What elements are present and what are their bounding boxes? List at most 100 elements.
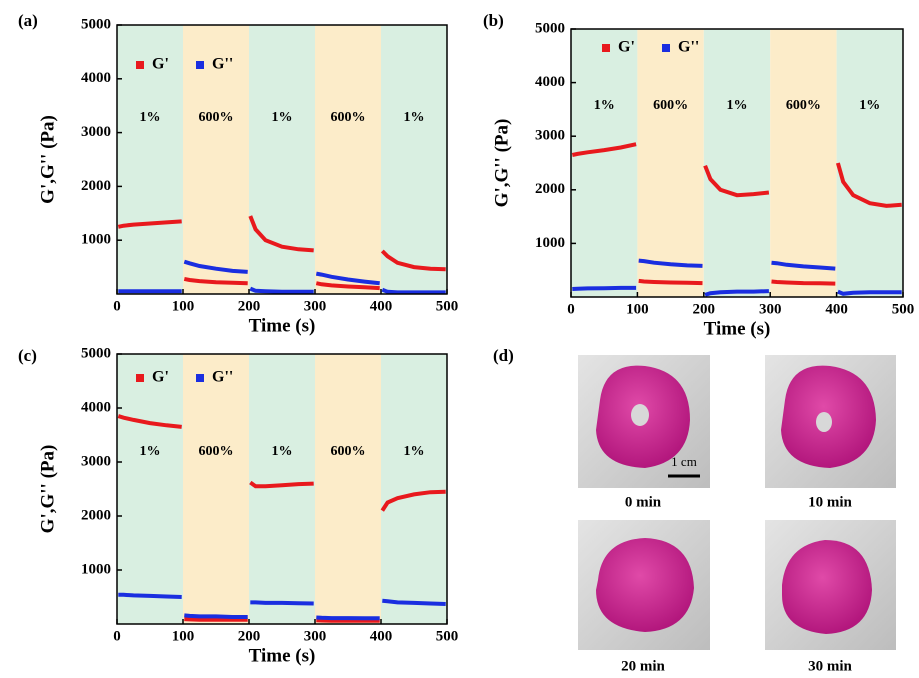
legend-label: G' bbox=[618, 39, 635, 56]
region bbox=[381, 354, 447, 624]
plot-frame bbox=[570, 28, 904, 298]
legend-marker bbox=[662, 44, 670, 52]
region-label: 1% bbox=[727, 98, 748, 113]
chart: 1% 600% 1% 600% 1% G' G'' 0 100 200 300 400 500 1000 2… bbox=[18, 345, 458, 666]
caption: 10 min bbox=[808, 494, 852, 510]
y-tick-label: 3000 bbox=[81, 124, 111, 140]
series-line bbox=[571, 142, 902, 286]
x-axis-label: Time (s) bbox=[249, 645, 316, 666]
region bbox=[249, 354, 315, 624]
caption: 20 min bbox=[621, 658, 665, 674]
region-label: 1% bbox=[404, 110, 425, 125]
region bbox=[836, 29, 903, 297]
x-tick-label: 500 bbox=[892, 301, 915, 317]
x-tick-label: 200 bbox=[238, 628, 261, 644]
gel-hole bbox=[631, 404, 649, 426]
legend-label: G'' bbox=[212, 56, 233, 73]
x-tick-label: 300 bbox=[304, 298, 327, 314]
gel bbox=[596, 538, 694, 632]
legend-label: G'' bbox=[678, 39, 699, 56]
region bbox=[703, 29, 771, 297]
region-label: 1% bbox=[404, 444, 425, 459]
scale-bar-label: 1 cm bbox=[671, 454, 697, 469]
panel-label: (d) bbox=[493, 346, 514, 365]
panel-d: (d) 1 cm 0 min 10 min 20 min 30 min bbox=[493, 346, 896, 674]
y-tick-label: 1000 bbox=[81, 561, 111, 577]
series-line bbox=[117, 215, 446, 291]
region bbox=[637, 29, 704, 297]
region-label: 1% bbox=[859, 98, 880, 113]
plot-frame bbox=[116, 24, 448, 295]
y-tick-label: 5000 bbox=[81, 16, 111, 32]
series-line bbox=[572, 258, 902, 297]
gel bbox=[782, 540, 872, 634]
x-axis-label: Time (s) bbox=[249, 315, 316, 336]
region-label: 600% bbox=[199, 110, 234, 125]
region bbox=[249, 25, 315, 294]
x-tick-label: 500 bbox=[436, 628, 459, 644]
legend-marker bbox=[136, 61, 144, 69]
region bbox=[315, 354, 381, 624]
y-tick-label: 1000 bbox=[81, 232, 111, 248]
legend-marker bbox=[136, 374, 144, 382]
y-tick-label: 5000 bbox=[81, 345, 111, 361]
plot-frame bbox=[116, 353, 448, 625]
legend-label: G' bbox=[152, 56, 169, 73]
series-line bbox=[118, 259, 446, 295]
y-tick-label: 4000 bbox=[535, 74, 565, 90]
x-tick-label: 200 bbox=[693, 301, 716, 317]
panel-label: (c) bbox=[18, 346, 37, 365]
y-tick-label: 2000 bbox=[81, 178, 111, 194]
y-tick-label: 1000 bbox=[535, 235, 565, 251]
region-label: 600% bbox=[199, 444, 234, 459]
y-tick-label: 4000 bbox=[81, 70, 111, 86]
x-tick-label: 0 bbox=[113, 628, 121, 644]
legend-label: G' bbox=[152, 369, 169, 386]
legend-marker bbox=[196, 61, 204, 69]
panel-label: (a) bbox=[18, 11, 38, 30]
gel-hole bbox=[816, 412, 832, 432]
caption: 0 min bbox=[625, 494, 662, 510]
x-tick-label: 400 bbox=[825, 301, 848, 317]
x-tick-label: 500 bbox=[436, 298, 459, 314]
region-label: 1% bbox=[272, 110, 293, 125]
region bbox=[117, 25, 183, 294]
region-label: 600% bbox=[653, 98, 688, 113]
region bbox=[315, 25, 381, 294]
x-tick-label: 400 bbox=[370, 628, 393, 644]
y-tick-label: 4000 bbox=[81, 399, 111, 415]
region bbox=[183, 354, 249, 624]
x-tick-label: 100 bbox=[626, 301, 649, 317]
y-tick-label: 2000 bbox=[81, 507, 111, 523]
region bbox=[183, 25, 249, 294]
region-label: 1% bbox=[272, 444, 293, 459]
series-line bbox=[117, 414, 446, 623]
x-tick-label: 100 bbox=[172, 298, 195, 314]
chart: 1% 600% 1% 600% 1% G' G'' 0 100 200 300 400 500 1000 2… bbox=[18, 11, 458, 336]
y-tick-label: 2000 bbox=[535, 181, 565, 197]
region-label: 600% bbox=[331, 444, 366, 459]
legend-marker bbox=[602, 44, 610, 52]
y-tick-label: 3000 bbox=[81, 453, 111, 469]
x-tick-label: 300 bbox=[759, 301, 782, 317]
x-axis-label: Time (s) bbox=[704, 318, 771, 339]
region bbox=[571, 29, 638, 297]
region-label: 1% bbox=[140, 110, 161, 125]
x-tick-label: 0 bbox=[113, 298, 121, 314]
series-line bbox=[118, 592, 446, 621]
x-tick-label: 100 bbox=[172, 628, 195, 644]
region-label: 1% bbox=[140, 444, 161, 459]
x-tick-label: 400 bbox=[370, 298, 393, 314]
legend-marker bbox=[196, 374, 204, 382]
chart: 1% 600% 1% 600% 1% G' G'' 0 100 200 300 400 500 1000 2… bbox=[483, 11, 914, 339]
region-label: 600% bbox=[786, 98, 821, 113]
region bbox=[770, 29, 837, 297]
caption: 30 min bbox=[808, 658, 852, 674]
y-axis-label: G',G'' (Pa) bbox=[37, 115, 58, 204]
legend-label: G'' bbox=[212, 369, 233, 386]
panel-label: (b) bbox=[483, 11, 504, 30]
x-tick-label: 300 bbox=[304, 628, 327, 644]
region bbox=[117, 354, 183, 624]
y-axis-label: G',G'' (Pa) bbox=[37, 445, 58, 534]
